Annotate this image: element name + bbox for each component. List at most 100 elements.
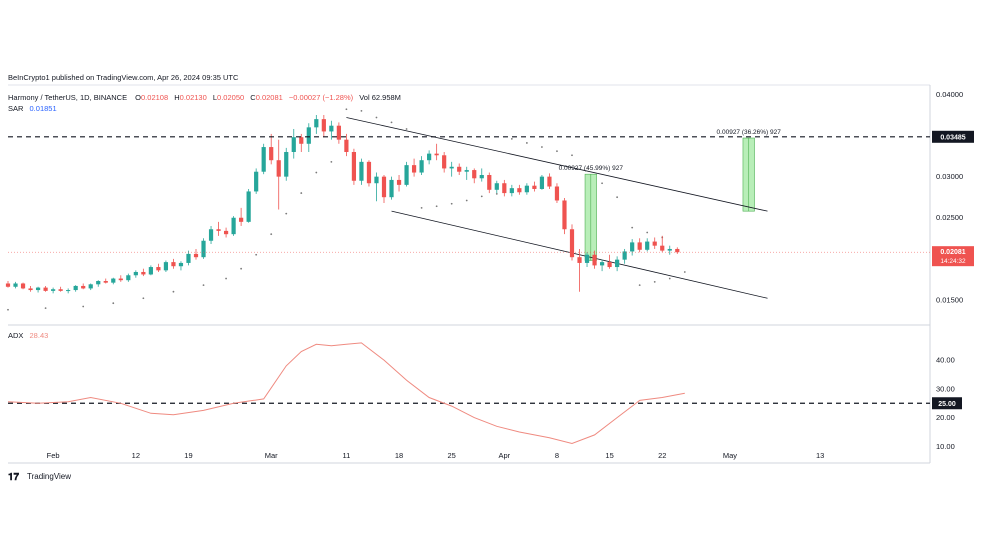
candle-body	[637, 242, 642, 250]
candle-body	[81, 285, 86, 289]
high-value: 0.02130	[180, 93, 207, 102]
sar-dot	[571, 154, 573, 157]
price-axis-tick: 0.04000	[936, 90, 963, 99]
candle-body	[28, 288, 33, 291]
resistance-price-label: 0.03485	[940, 134, 965, 141]
candle-body	[329, 125, 334, 132]
adx-axis-tick: 10.00	[936, 442, 955, 451]
candle-body	[314, 119, 319, 128]
candle-body	[374, 176, 379, 184]
candle-body	[118, 278, 123, 281]
candle-body	[366, 161, 372, 184]
candle-body	[532, 185, 537, 189]
brand-name: TradingView	[27, 472, 71, 481]
channel-line	[346, 117, 768, 212]
candle-body	[599, 262, 605, 266]
sar-dot	[225, 277, 227, 280]
sar-dot	[653, 280, 656, 283]
candle-body	[359, 161, 364, 181]
sar-dot	[465, 199, 468, 202]
sar-dot	[330, 160, 333, 163]
candle-body	[73, 285, 78, 291]
candle-body	[562, 200, 567, 230]
adx-legend: ADX 28.43	[8, 331, 48, 340]
measure-boxes: 0.00927 (45.99%) 927 0.00927 (36.26%) 927	[559, 129, 782, 261]
candle-body	[269, 147, 274, 161]
candle-body	[156, 267, 161, 271]
sar-dot	[7, 308, 9, 311]
sar-dot	[82, 305, 85, 308]
time-axis-tick: 18	[395, 451, 403, 460]
sar-dot	[601, 182, 603, 185]
candle-body	[216, 229, 221, 231]
candle-body	[464, 170, 469, 172]
candle-body	[457, 166, 462, 172]
candle-body	[261, 147, 266, 172]
candle-body	[291, 137, 296, 152]
sar-dots	[7, 108, 686, 311]
sar-dot	[390, 121, 393, 124]
adx-value: 28.43	[30, 331, 49, 340]
time-axis-tick: 12	[132, 451, 140, 460]
last-price-tag	[932, 246, 974, 267]
sar-legend: SAR 0.01851	[8, 104, 57, 113]
candle-body	[344, 139, 349, 152]
candle-body	[449, 166, 454, 169]
candle-body	[577, 257, 582, 263]
sar-dot	[345, 108, 348, 111]
adx-reference-label: 25.00	[938, 401, 956, 408]
adx-axis-tick: 20.00	[936, 413, 955, 422]
sar-dot	[405, 128, 408, 130]
candle-body	[103, 281, 108, 283]
time-axis-tick: 22	[658, 451, 666, 460]
candle-body	[667, 248, 672, 251]
sar-dot	[541, 146, 543, 148]
adx-series-line	[7, 342, 685, 445]
sar-value: 0.01851	[30, 104, 57, 113]
close-value: 0.02081	[256, 93, 283, 102]
sar-dot	[586, 167, 588, 170]
candle-body	[479, 175, 484, 179]
candle-body	[254, 171, 259, 192]
candle-body	[284, 151, 289, 177]
candle-body	[404, 165, 409, 185]
candle-body	[66, 290, 71, 292]
candle-body	[502, 183, 507, 194]
candles	[5, 115, 680, 294]
candle-body	[208, 229, 214, 241]
candle-body	[111, 278, 116, 283]
candle-body	[652, 241, 657, 246]
sar-dot	[646, 231, 649, 234]
sar-dot	[112, 302, 115, 305]
candle-body	[13, 283, 18, 287]
candle-body	[487, 175, 492, 190]
candle-body	[51, 289, 56, 291]
candle-body	[306, 127, 311, 144]
candle-body	[427, 153, 432, 161]
candle-body	[43, 287, 48, 291]
sar-dot	[525, 142, 528, 144]
sar-dot	[495, 193, 498, 195]
sar-dot	[668, 277, 671, 280]
time-axis-tick: May	[723, 451, 737, 460]
adx-line	[7, 342, 685, 445]
sar-dot	[44, 307, 47, 310]
candle-body	[201, 240, 206, 258]
candle-body	[396, 179, 402, 185]
sar-dot	[450, 202, 453, 205]
candle-body	[607, 262, 612, 268]
countdown-label: 14:24:32	[940, 258, 966, 265]
sar-dot	[435, 205, 438, 208]
sar-dot	[300, 192, 303, 194]
sar-dot	[240, 267, 243, 270]
candle-body	[178, 262, 184, 267]
time-axis-tick: 11	[343, 451, 351, 460]
candle-body	[411, 165, 417, 173]
measure-label: 0.00927 (36.26%) 927	[717, 129, 782, 136]
sar-dot	[638, 284, 641, 287]
candle-body	[193, 253, 199, 258]
candle-body	[509, 188, 514, 194]
candle-body	[88, 284, 93, 289]
price-axis-tick: 0.02500	[936, 213, 963, 222]
open-value: 0.02108	[141, 93, 168, 102]
